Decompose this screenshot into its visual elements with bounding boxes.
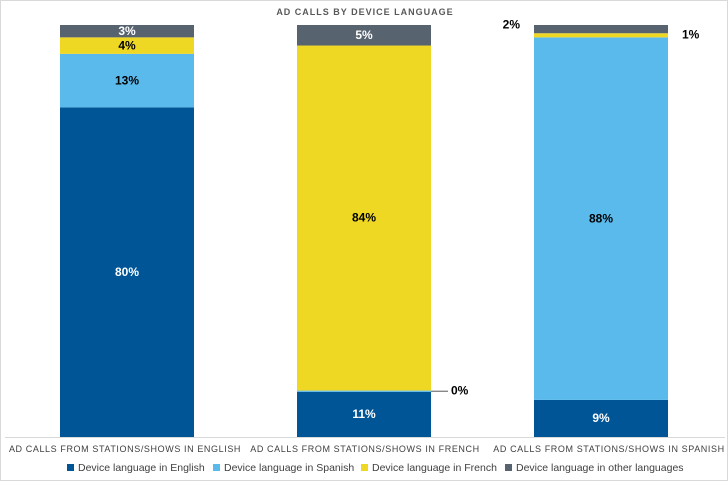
bar-segment-2-device-language-in-english (297, 391, 431, 437)
legend-label: Device language in other languages (516, 462, 684, 474)
bar-segment-2-device-language-in-spanish (297, 390, 431, 392)
category-label-3: AD CALLS FROM STATIONS/SHOWS IN SPANISH (493, 444, 724, 454)
data-label-3-device-language-in-spanish: 88% (589, 211, 613, 225)
category-label-2: AD CALLS FROM STATIONS/SHOWS IN FRENCH (250, 444, 479, 454)
legend-swatch (505, 464, 512, 471)
bar-segment-3-device-language-in-french (534, 33, 668, 38)
data-label-3-device-language-in-other-languages: 2% (503, 17, 521, 31)
data-label-2-device-language-in-english: 11% (352, 407, 376, 421)
bar-segment-1-device-language-in-spanish (60, 53, 194, 108)
bar-segment-3-device-language-in-other-languages (534, 25, 668, 34)
legend-label: Device language in French (372, 462, 497, 474)
bar-segment-2-device-language-in-other-languages (297, 25, 431, 46)
legend-label: Device language in Spanish (224, 462, 354, 474)
legend-item-device-language-in-english: Device language in English (67, 462, 205, 474)
bar-segment-1-device-language-in-english (60, 107, 194, 438)
bar-segment-1-device-language-in-other-languages (60, 25, 194, 38)
bar-segment-1-device-language-in-french (60, 37, 194, 54)
data-label-1-device-language-in-english: 80% (115, 265, 139, 279)
data-label-2-device-language-in-spanish: 0% (451, 383, 469, 397)
legend-swatch (213, 464, 220, 471)
data-labels-layer: 80% 13% 4%3% 11% 0% 84% 5% 9% 88% 1% 2% (115, 17, 700, 425)
data-label-2-device-language-in-other-languages: 5% (355, 28, 373, 42)
legend-label: Device language in English (78, 462, 205, 474)
legend-swatch (361, 464, 368, 471)
data-label-3-device-language-in-english: 9% (592, 411, 610, 425)
data-label-1-device-language-in-french: 4% (118, 38, 136, 52)
legend: Device language in English Device languag… (67, 462, 684, 474)
data-label-1-device-language-in-other-languages: 3% (118, 24, 136, 38)
legend-item-device-language-in-other-languages: Device language in other languages (505, 462, 684, 474)
category-labels-layer: AD CALLS FROM STATIONS/SHOWS IN ENGLISH A… (9, 444, 724, 454)
bar-segment-3-device-language-in-spanish (534, 37, 668, 400)
bars-layer (60, 25, 668, 438)
data-label-2-device-language-in-french: 84% (352, 211, 376, 225)
chart-title: AD CALLS BY DEVICE LANGUAGE (276, 7, 453, 17)
bar-segment-3-device-language-in-english (534, 399, 668, 437)
category-label-1: AD CALLS FROM STATIONS/SHOWS IN ENGLISH (9, 444, 241, 454)
legend-swatch (67, 464, 74, 471)
legend-item-device-language-in-spanish: Device language in Spanish (213, 462, 354, 474)
bar-segment-2-device-language-in-french (297, 45, 431, 391)
legend-item-device-language-in-french: Device language in French (361, 462, 497, 474)
data-label-1-device-language-in-spanish: 13% (115, 73, 139, 87)
data-label-3-device-language-in-french: 1% (682, 27, 700, 41)
